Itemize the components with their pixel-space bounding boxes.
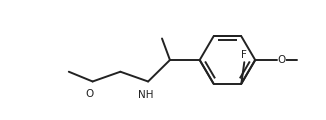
Text: NH: NH bbox=[139, 90, 154, 100]
Text: O: O bbox=[278, 55, 286, 65]
Text: O: O bbox=[85, 89, 94, 99]
Text: F: F bbox=[241, 50, 247, 60]
